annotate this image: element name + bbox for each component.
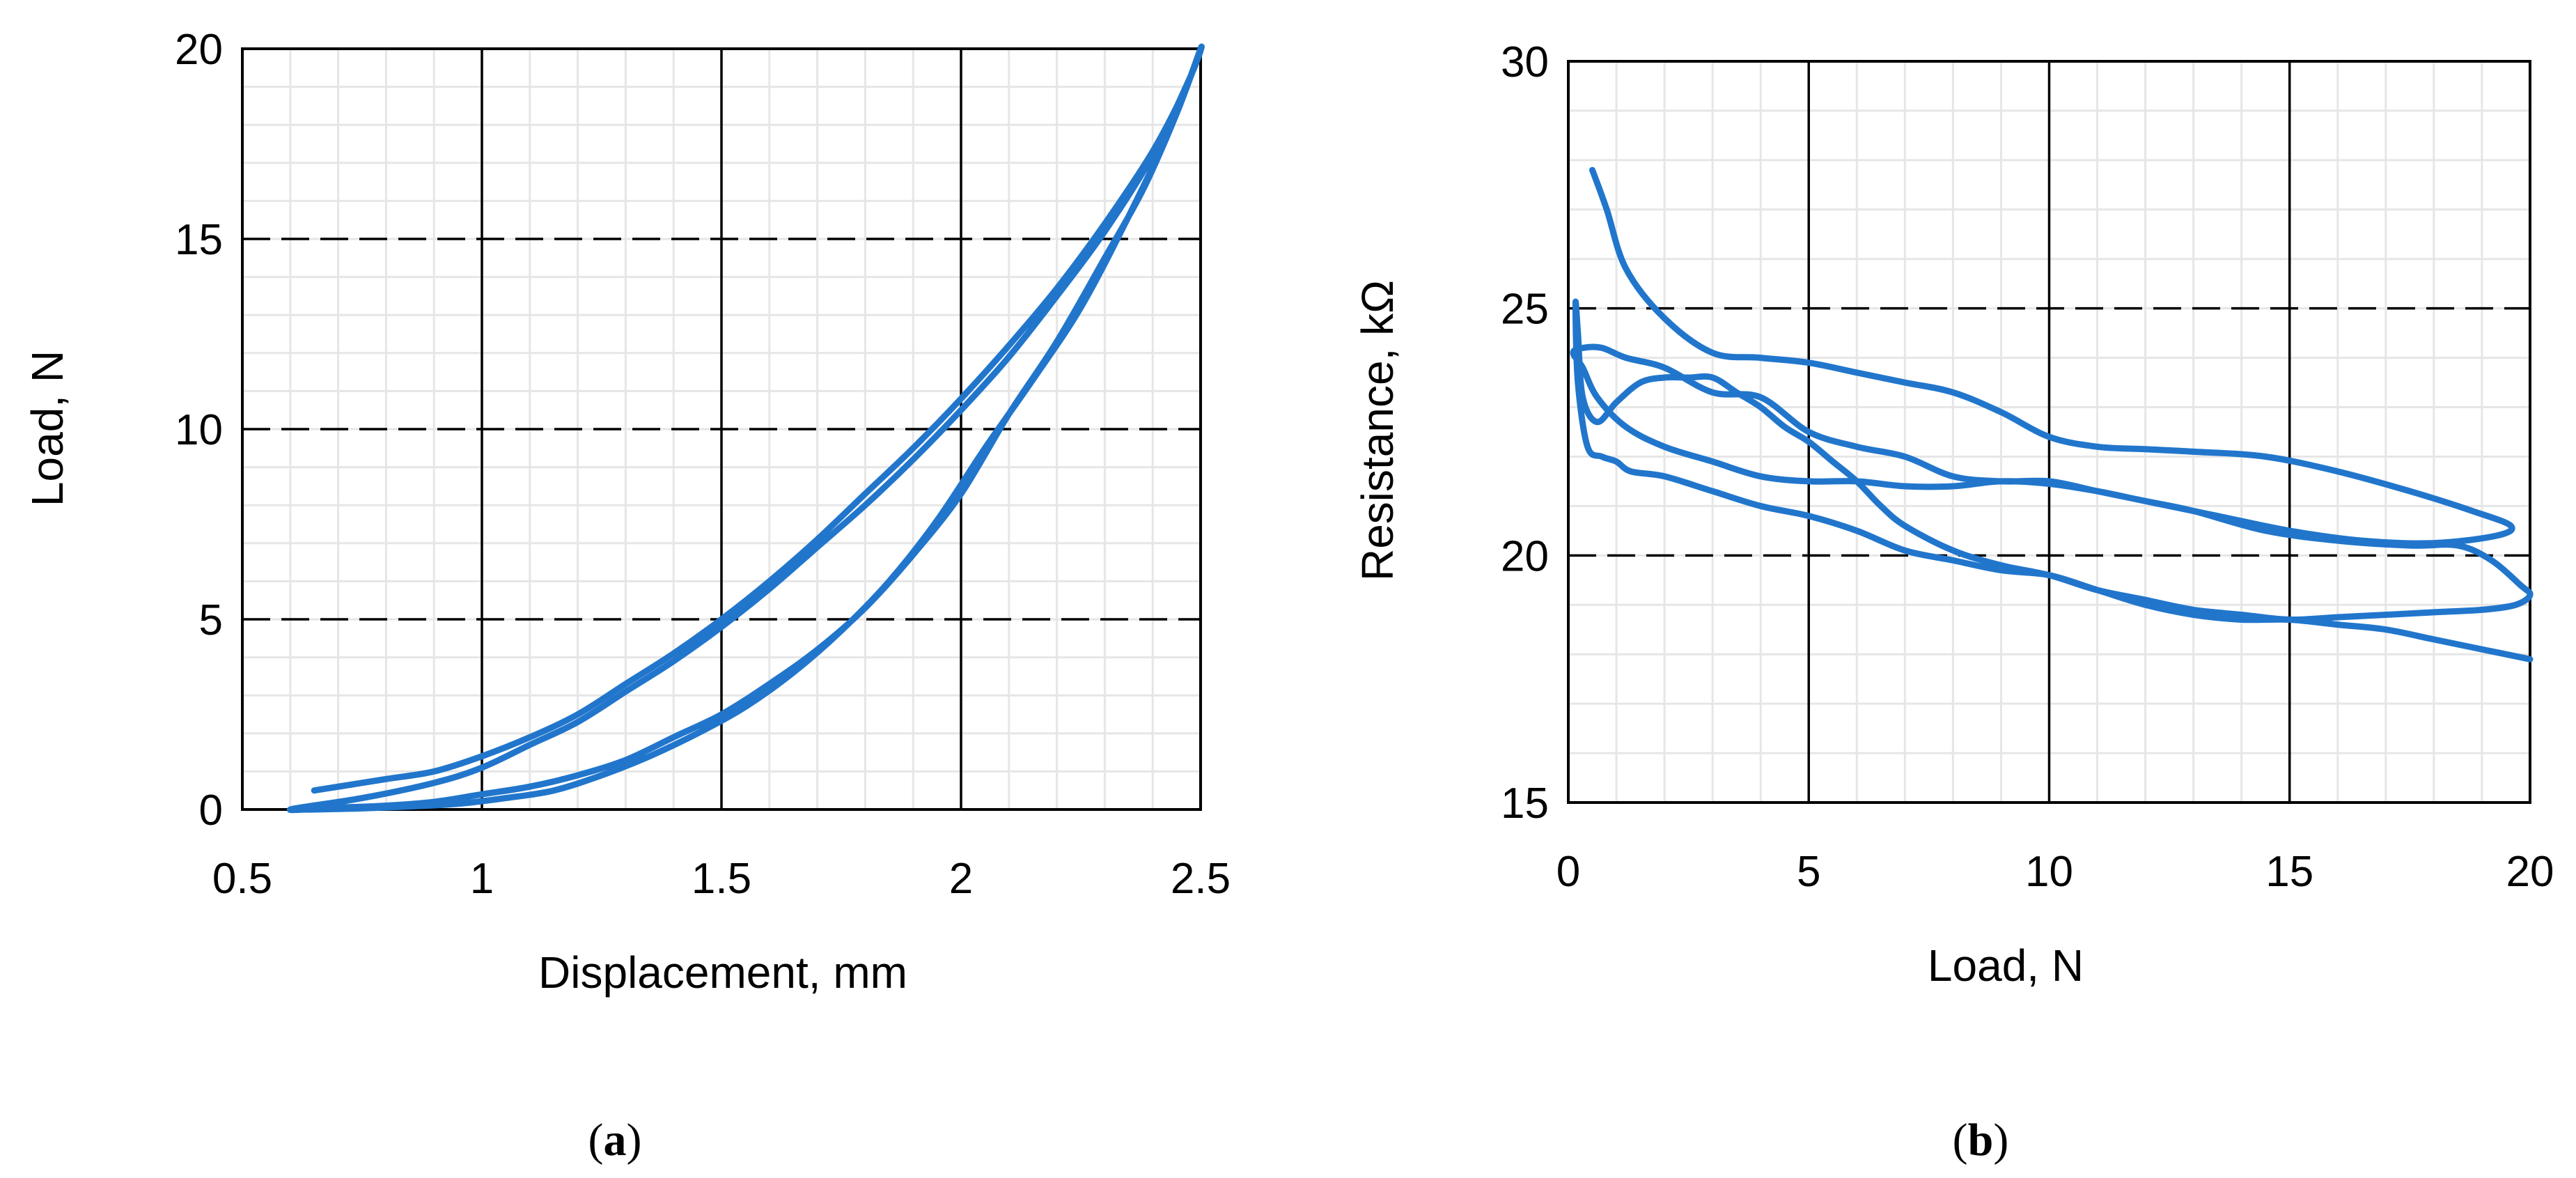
- y-axis-label-a: Load, N: [22, 350, 72, 506]
- y-tick-label-b: 30: [1501, 38, 1549, 86]
- x-tick-label-b: 20: [2506, 848, 2554, 896]
- y-tick-labels-b: 15 20 25 30: [1501, 38, 1549, 828]
- series-line-a: [287, 43, 1205, 814]
- y-axis-label-b: Resistance, kΩ: [1352, 280, 1403, 581]
- plot-area-a: [241, 47, 1202, 811]
- major-grid-b: [1568, 61, 2530, 803]
- y-tick-label-b: 20: [1501, 532, 1549, 580]
- y-tick-label-a: 0: [199, 786, 223, 835]
- x-axis-label-b: Load, N: [1928, 940, 2084, 991]
- x-tick-labels-b: 0 5 10 15 20: [1556, 848, 2554, 896]
- x-tick-label-b: 5: [1797, 848, 1820, 896]
- y-tick-label-a: 15: [175, 216, 223, 264]
- y-tick-label-b: 15: [1501, 780, 1549, 828]
- chart-panel-b: 0 5 10 15 20 15 20 25 30 Load, N Resistance, kΩ…: [1352, 38, 2554, 1165]
- x-tick-label-a: 2: [949, 855, 973, 903]
- x-axis-label-a: Displacement, mm: [538, 947, 907, 998]
- x-tick-label-a: 2.5: [1171, 855, 1231, 903]
- chart-panel-a: 0.5 1 1.5 2 2.5 0 5 10 15 20 Displacement, mm Lo…: [22, 26, 1231, 1165]
- x-tick-labels-a: 0.5 1 1.5 2 2.5: [212, 855, 1231, 903]
- x-tick-label-a: 1.5: [692, 855, 751, 903]
- panel-caption-a: (a): [588, 1115, 642, 1165]
- y-tick-label-a: 20: [175, 26, 223, 74]
- x-tick-label-b: 10: [2025, 848, 2073, 896]
- y-tick-label-a: 5: [199, 596, 223, 644]
- series-line-b: [1570, 166, 2534, 662]
- x-tick-label-b: 15: [2265, 848, 2313, 896]
- x-tick-label-b: 0: [1556, 848, 1580, 896]
- y-tick-labels-a: 0 5 10 15 20: [175, 26, 223, 835]
- x-tick-label-a: 0.5: [212, 855, 272, 903]
- plot-area-b: [1567, 60, 2531, 804]
- panel-caption-b: (b): [1953, 1115, 2009, 1165]
- x-tick-label-a: 1: [470, 855, 494, 903]
- y-tick-label-b: 25: [1501, 286, 1549, 334]
- y-tick-label-a: 10: [175, 406, 223, 454]
